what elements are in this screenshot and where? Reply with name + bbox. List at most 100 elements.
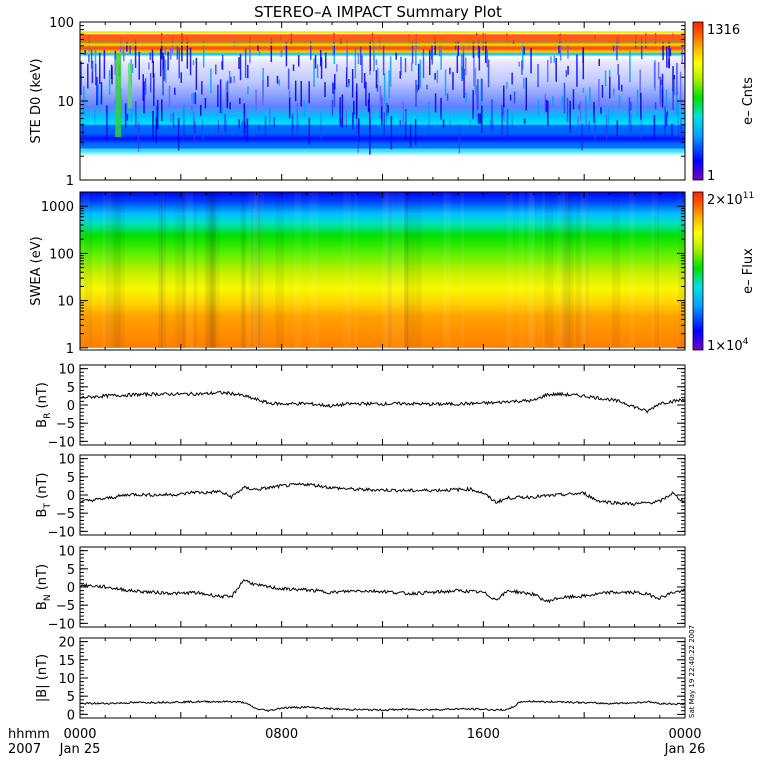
ste-streak — [255, 89, 257, 110]
ste-streak — [202, 38, 205, 68]
ste-streak — [247, 86, 249, 95]
ste-streak — [159, 48, 162, 77]
ste-streak — [679, 71, 682, 105]
ste-streak — [410, 62, 413, 72]
ste-streak — [673, 74, 676, 80]
BR-series-line — [79, 390, 686, 414]
ste-streak — [511, 72, 513, 85]
BN-ytick-label: 5 — [67, 563, 75, 578]
ste-streak — [351, 69, 354, 98]
ste-bright-band — [80, 34, 685, 43]
ste-streak — [523, 118, 526, 124]
ste-streak — [639, 69, 641, 99]
ste-streak — [369, 70, 371, 75]
ste-streak — [280, 49, 283, 58]
panel-swea: 1 10 100 1000 SWEA (eV) e– Flux 2×1011 1×104 — [29, 191, 756, 357]
swea-variation — [677, 192, 681, 348]
ste-streak — [257, 43, 259, 51]
ste-streak — [162, 52, 164, 71]
ste-streak — [226, 80, 229, 102]
ste-streak — [521, 41, 524, 70]
swea-variation — [206, 192, 214, 348]
ste-streak — [98, 52, 101, 85]
ste-streak — [324, 52, 327, 69]
swea-colorbar-label: e– Flux — [741, 248, 756, 294]
Bmag-ytick-label: 15 — [58, 654, 75, 669]
x-tick-time-label: 0000 — [668, 727, 701, 742]
ste-streak — [244, 48, 247, 79]
swea-ytick-label: 1 — [66, 342, 74, 357]
ste-streak — [567, 65, 569, 75]
ste-streak — [356, 113, 358, 135]
ste-streak — [681, 34, 683, 64]
ste-streak — [346, 38, 348, 73]
ste-streak — [376, 84, 379, 92]
ste-streak — [630, 102, 632, 111]
ste-streak — [673, 80, 675, 96]
ste-streak — [204, 97, 207, 109]
swea-colorbar-min-exp: 4 — [743, 337, 749, 347]
swea-variation — [575, 192, 582, 348]
ste-streak — [333, 83, 336, 108]
ste-streak — [479, 112, 481, 124]
BN-ytick-label: 0 — [67, 581, 75, 596]
swea-variation — [105, 192, 115, 348]
ste-streak — [273, 117, 275, 128]
ste-streak — [659, 76, 662, 105]
swea-variation — [84, 192, 93, 348]
ste-streak — [440, 97, 442, 120]
swea-variation — [527, 192, 535, 348]
ste-streak — [668, 39, 670, 69]
ste-streak — [415, 79, 417, 107]
ste-streak — [618, 75, 620, 91]
ste-streak — [126, 42, 128, 52]
ste-streak — [357, 53, 360, 65]
ste-streak — [94, 46, 97, 72]
ste-streak — [181, 32, 183, 62]
Bmag-series-line — [79, 700, 686, 713]
ste-streak — [88, 54, 90, 63]
ste-streak — [195, 57, 198, 90]
ste-streak — [369, 108, 371, 130]
ste-streak — [339, 117, 342, 127]
ste-streak — [569, 100, 571, 133]
ste-streak — [149, 52, 152, 60]
ste-streak — [383, 73, 386, 104]
swea-variation — [209, 192, 216, 348]
ste-streak — [617, 63, 619, 76]
ste-streak — [94, 109, 96, 123]
ste-streak — [559, 33, 562, 61]
ste-streak — [108, 70, 111, 95]
ste-streak — [472, 90, 474, 120]
ste-streak — [430, 44, 433, 60]
ste-streak — [415, 43, 417, 66]
ste-band-edge — [80, 31, 685, 34]
ste-streak — [297, 55, 300, 67]
ste-streak — [332, 43, 335, 56]
ste-streak — [668, 58, 670, 66]
ste-streak — [404, 57, 407, 73]
ste-streak — [440, 45, 442, 70]
ste-streak — [657, 62, 660, 80]
ste-streak — [191, 93, 193, 105]
ste-streak — [509, 94, 512, 101]
ste-streak — [545, 99, 548, 112]
ste-streak — [148, 62, 150, 70]
ste-streak — [404, 109, 407, 139]
ste-streak — [503, 103, 505, 122]
ste-streak — [598, 78, 600, 107]
ste-streak — [135, 101, 137, 128]
ste-streak — [612, 88, 615, 97]
timestamp-stamp: Sat May 19 22:40:22 2007 — [688, 625, 696, 718]
ste-streak — [353, 100, 355, 115]
swea-variation — [293, 192, 302, 348]
ste-streak — [486, 46, 489, 68]
ste-streak — [348, 83, 350, 88]
ste-streak — [164, 59, 167, 83]
ste-core-band — [80, 124, 685, 149]
ste-streak — [143, 81, 145, 114]
ste-streak — [276, 75, 279, 84]
swea-variation — [102, 192, 112, 348]
ste-streak — [502, 108, 504, 116]
ste-streak — [402, 102, 404, 127]
